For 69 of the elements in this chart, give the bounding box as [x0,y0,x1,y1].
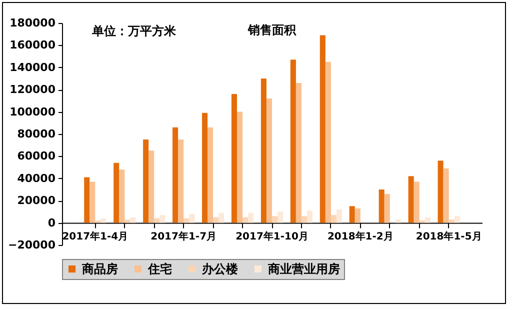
bar [202,112,208,223]
bar [272,216,278,223]
bar [349,206,355,223]
bar [160,215,166,223]
bar [443,168,449,223]
y-tick-label: 40000 [17,172,56,185]
bar [84,177,90,223]
bar [208,127,214,223]
bar [154,218,160,223]
bar [354,208,360,223]
legend-label: 商业营业用房 [267,262,340,276]
bar [218,212,224,223]
x-tick-label: 2018年1-5月 [416,230,482,242]
bar [184,218,190,223]
bar [143,140,149,223]
bar [384,194,390,223]
y-tick-label: 140000 [10,60,56,74]
y-tick-label: 60000 [17,150,56,163]
bar [330,215,336,223]
bar [325,62,331,223]
y-tick-label: 180000 [10,16,56,30]
bar [290,60,296,223]
bar [237,112,243,223]
bar [114,162,120,223]
bar [172,127,178,223]
x-tick-label: 2017年1-4月 [62,230,128,242]
bar [148,150,154,223]
bar [100,218,106,223]
bar [296,82,302,223]
bar [320,35,326,223]
y-tick-label: 0 [48,216,56,230]
bar [178,140,184,223]
y-tick-label: 20000 [17,194,56,208]
bar [454,216,460,223]
bar [130,217,136,223]
bar [260,78,266,223]
x-tick-label: 2017年1-10月 [236,230,308,242]
bar [307,210,313,223]
bar [395,219,401,223]
bar [438,160,444,223]
bar [301,216,307,223]
bar [414,182,420,223]
legend-label: 住宅 [147,262,172,276]
legend-label: 商品房 [81,262,118,276]
x-tick-label: 2018年1-2月 [327,230,394,242]
bar [90,182,96,223]
bar [424,217,430,223]
y-tick-label: 80000 [17,128,56,140]
bar [248,212,254,223]
bar [408,176,414,223]
bar [213,217,219,223]
bar [231,94,237,223]
legend-label: 办公楼 [201,262,239,276]
y-tick-label: 160000 [10,38,56,52]
y-tick-label: 120000 [10,83,56,96]
y-tick-label: 100000 [10,105,56,118]
bar [242,217,248,223]
chart-title: 销售面积 [247,23,297,37]
bar [124,219,130,223]
annotation: 单位：万平方米 [91,24,177,38]
bar [378,190,384,223]
bar [278,212,284,223]
bar [189,214,195,223]
bar [448,219,454,223]
bar [336,209,342,223]
bar [119,170,125,223]
x-tick-label: 2017年1-7月 [150,230,217,242]
y-tick-label: −20000 [8,238,56,252]
bar [266,98,272,223]
